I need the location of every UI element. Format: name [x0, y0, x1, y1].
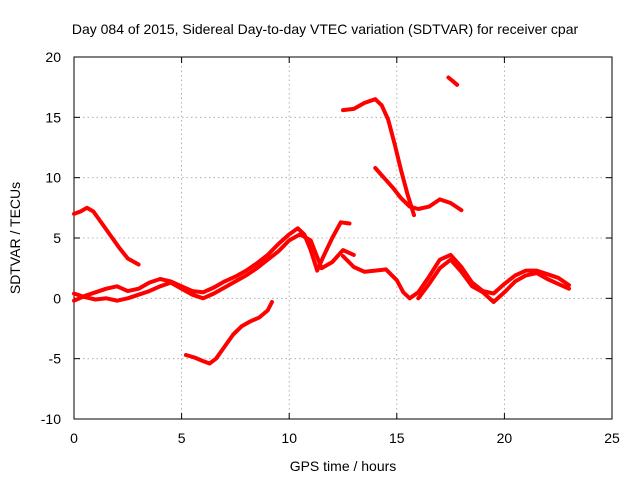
x-tick-label: 5 — [178, 430, 186, 446]
series-line-trace-8 — [373, 166, 464, 213]
series-line-trace-9 — [446, 75, 460, 87]
grid-lines — [74, 57, 612, 419]
series-line-trace-6 — [183, 300, 274, 366]
x-tick-label: 0 — [70, 430, 78, 446]
series-line-trace-5 — [416, 257, 571, 304]
x-tick-label: 15 — [389, 430, 405, 446]
series-line-trace-2 — [72, 220, 352, 303]
y-tick-label: 5 — [53, 230, 61, 246]
y-axis-label: SDTVAR / TECUs — [7, 182, 23, 294]
data-series — [72, 75, 571, 366]
x-tick-label: 10 — [281, 430, 297, 446]
tick-labels: 0 5 10 15 20 25 -10 -5 0 5 10 15 20 — [41, 49, 620, 446]
x-axis-label: GPS time / hours — [290, 458, 397, 474]
series-line-trace-3 — [72, 232, 356, 303]
axis-ticks — [73, 56, 613, 420]
x-tick-label: 20 — [497, 430, 513, 446]
series-line-trace-1 — [72, 205, 141, 267]
y-tick-label: 15 — [45, 109, 61, 125]
x-tick-label: 25 — [604, 430, 620, 446]
y-tick-label: -10 — [41, 411, 61, 427]
y-tick-label: 10 — [45, 170, 61, 186]
y-tick-label: 0 — [53, 290, 61, 306]
chart-title: Day 084 of 2015, Sidereal Day-to-day VTE… — [72, 21, 579, 37]
y-tick-label: -5 — [49, 351, 62, 367]
y-tick-label: 20 — [45, 49, 61, 65]
series-line-trace-7 — [341, 97, 416, 218]
series-line-trace-4 — [341, 252, 571, 301]
